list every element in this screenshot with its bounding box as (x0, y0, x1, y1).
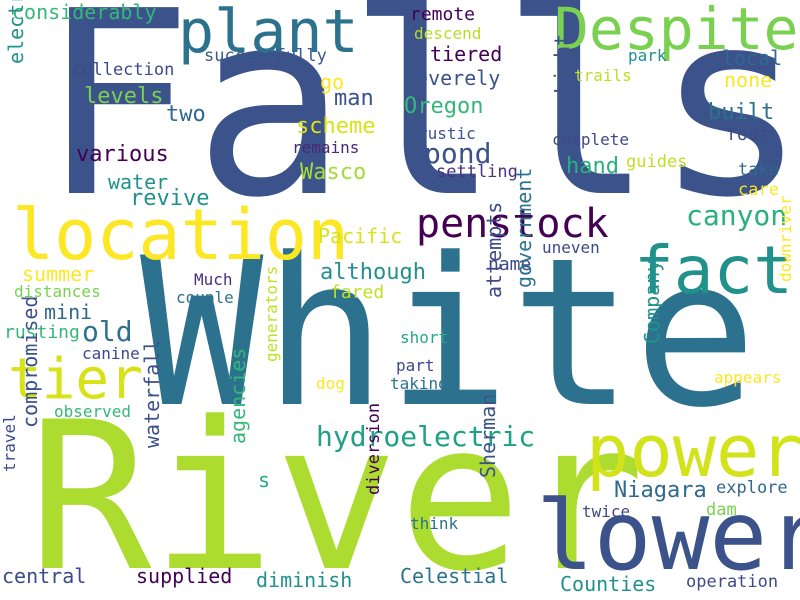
word-attempts: attempts (482, 201, 506, 298)
word-complete: complete (552, 130, 630, 149)
word-man: man (334, 86, 374, 111)
word-rusting: rusting (4, 322, 80, 343)
word-operation: operation (686, 572, 779, 592)
word-go: go (320, 70, 345, 94)
word-tiered: tiered (430, 42, 503, 66)
word-foot: foot (726, 124, 770, 145)
word-think: think (410, 514, 459, 533)
word-dog: dog (316, 374, 345, 393)
word-successfully: successfully (204, 46, 327, 66)
word-considerably: considerably (12, 0, 157, 24)
word-distances: distances (14, 282, 101, 301)
word-scheme: scheme (296, 114, 376, 139)
word-fared: fared (330, 282, 385, 303)
word-water: water (108, 170, 169, 194)
word-short: short (400, 328, 449, 347)
word-dam: dam (706, 500, 737, 520)
word-descend: descend (414, 24, 482, 43)
word-summer: summer (22, 262, 95, 286)
word-two: two (166, 102, 206, 127)
word-take: take (738, 160, 779, 180)
word-twice: twice (582, 502, 631, 521)
word-electricity: electricity (4, 0, 28, 64)
word-canyon: canyon (686, 199, 788, 232)
word-s: s (258, 468, 271, 492)
word-although: although (320, 260, 426, 285)
word-settling: settling (436, 162, 518, 182)
word-part: part (396, 356, 435, 375)
word-tier: tier (8, 347, 143, 412)
word-generators: generators (262, 265, 281, 362)
word-appears: appears (714, 368, 782, 387)
word-old: old (82, 315, 133, 348)
word-remote: remote (410, 4, 476, 25)
word-sherman: Sherman (476, 393, 500, 478)
word-fact: fact (634, 232, 793, 309)
word-collection: collection (72, 60, 175, 80)
word-counties: Counties (560, 572, 657, 596)
word-waterfall: waterfall (140, 339, 164, 448)
word-couple: couple (176, 288, 234, 307)
word-location: location (12, 194, 350, 276)
word-uneven: uneven (542, 238, 600, 257)
word-travel: travel (0, 414, 19, 472)
word-built: built (708, 100, 775, 125)
word-park: park (628, 46, 667, 65)
word-diversion: diversion (364, 402, 384, 495)
word-revive: revive (130, 186, 210, 211)
word-supplied: supplied (136, 564, 233, 588)
word-light: Light (550, 33, 574, 94)
word-agencies: agencies (226, 347, 250, 444)
word-penstock: penstock (416, 201, 609, 247)
word-taking: taking (390, 374, 448, 393)
word-white: White (140, 215, 758, 453)
word-hand: hand (566, 154, 619, 179)
word-much: Much (194, 270, 233, 289)
word-pond: pond (424, 137, 492, 170)
word-observed: observed (54, 402, 132, 421)
word-trails: trails (574, 66, 632, 85)
word-severely: severely (404, 66, 501, 90)
word-lower: lower (536, 480, 800, 592)
word-explore: explore (716, 478, 788, 498)
word-local: local (722, 46, 783, 70)
word-pacific: Pacific (318, 224, 403, 248)
word-downriver: downriver (776, 195, 795, 282)
word-mini: mini (44, 300, 93, 324)
word-government: government (512, 167, 536, 288)
word-levels: levels (84, 84, 164, 109)
word-none: none (724, 68, 773, 92)
word-oregon: Oregon (404, 94, 484, 119)
word-canine: canine (82, 344, 140, 363)
word-remains: remains (292, 138, 360, 157)
word-river: River (28, 379, 646, 600)
word-celestial: Celestial (400, 564, 509, 588)
word-various: various (76, 142, 169, 167)
word-power: power (586, 409, 800, 493)
word-central: central (2, 564, 87, 588)
word-niagara: Niagara (614, 478, 707, 503)
word-falls: Falls (40, 0, 800, 254)
word-diminish: diminish (256, 568, 353, 592)
word-plant: plant (178, 0, 359, 67)
word-company: Company (640, 259, 664, 344)
word-wasco: Wasco (300, 160, 367, 185)
word-compromised: compromised (18, 295, 42, 428)
word-name: name (488, 254, 532, 275)
word-care: care (738, 180, 779, 200)
word-guides: guides (626, 152, 688, 172)
word-despite: Despite (554, 0, 799, 63)
word-rustic: rustic (418, 124, 476, 143)
word-hydroelectric: hydroelectric (316, 420, 536, 453)
